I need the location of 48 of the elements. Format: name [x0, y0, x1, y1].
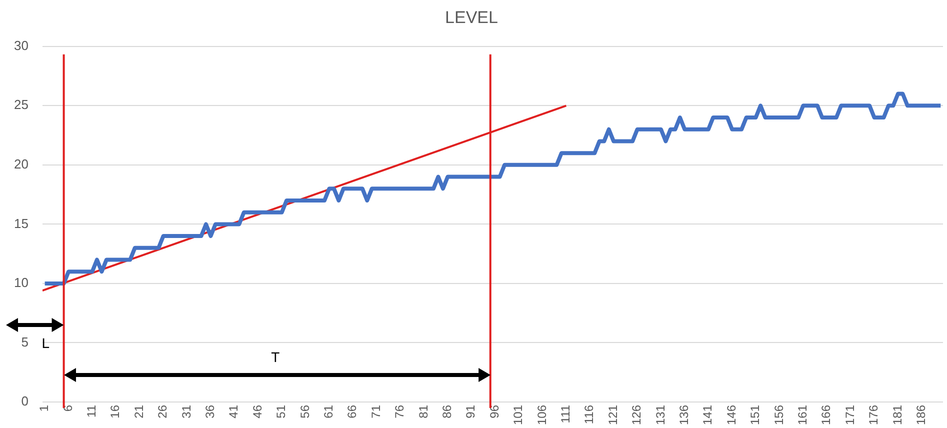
y-tick-label: 20 [14, 156, 28, 172]
x-tick-label: 156 [772, 404, 786, 426]
x-tick-label: 1 [37, 404, 52, 412]
x-tick-label: 26 [156, 404, 170, 418]
y-tick-label: 15 [14, 216, 28, 231]
y-tick-label: 0 [21, 394, 28, 409]
x-tick-label: 46 [250, 404, 264, 418]
x-tick-label: 61 [322, 404, 336, 418]
x-tick-label: 11 [84, 404, 99, 418]
x-tick-label: 81 [416, 404, 430, 418]
y-tick-label: 5 [21, 334, 28, 350]
x-tick-label: 66 [345, 404, 360, 418]
x-tick-label: 126 [630, 404, 644, 426]
x-tick-label: 31 [179, 404, 194, 418]
x-tick-label: 86 [440, 404, 454, 418]
x-tick-label: 76 [392, 404, 407, 418]
x-tick-label: 91 [464, 404, 478, 418]
x-tick-label: 51 [274, 404, 288, 418]
x-tick-label: 136 [677, 404, 691, 426]
x-tick-label: 116 [582, 404, 596, 424]
x-tick-label: 171 [842, 404, 857, 426]
x-tick-label: 151 [748, 404, 762, 426]
y-tick-label: 25 [14, 97, 28, 112]
x-tick-label: 186 [914, 404, 928, 426]
x-tick-label: 101 [511, 404, 526, 426]
x-tick-label: 41 [226, 404, 241, 418]
x-tick-label: 71 [368, 404, 383, 418]
x-tick-label: 6 [60, 404, 75, 412]
x-tick-label: 36 [203, 404, 218, 418]
x-tick-label: 181 [890, 404, 904, 426]
x-tick-label: 16 [108, 404, 122, 418]
x-tick-label: 161 [795, 404, 810, 426]
chart-title: LEVEL [445, 8, 498, 27]
x-tick-label: 146 [724, 404, 738, 426]
x-tick-label: 111 [558, 404, 573, 424]
y-tick-label: 30 [14, 38, 28, 53]
x-tick-label: 21 [132, 404, 146, 418]
annotation: T [271, 348, 280, 365]
x-tick-label: 176 [866, 404, 881, 426]
x-tick-label: 141 [700, 404, 715, 426]
x-tick-label: 121 [606, 404, 620, 426]
x-tick-label: 56 [298, 404, 312, 418]
x-tick-label: 166 [819, 404, 834, 426]
x-tick-label: 96 [487, 404, 502, 418]
annotation: L [42, 334, 50, 351]
y-tick-label: 10 [14, 275, 28, 290]
x-tick-label: 131 [653, 404, 668, 426]
x-tick-label: 106 [534, 404, 549, 426]
